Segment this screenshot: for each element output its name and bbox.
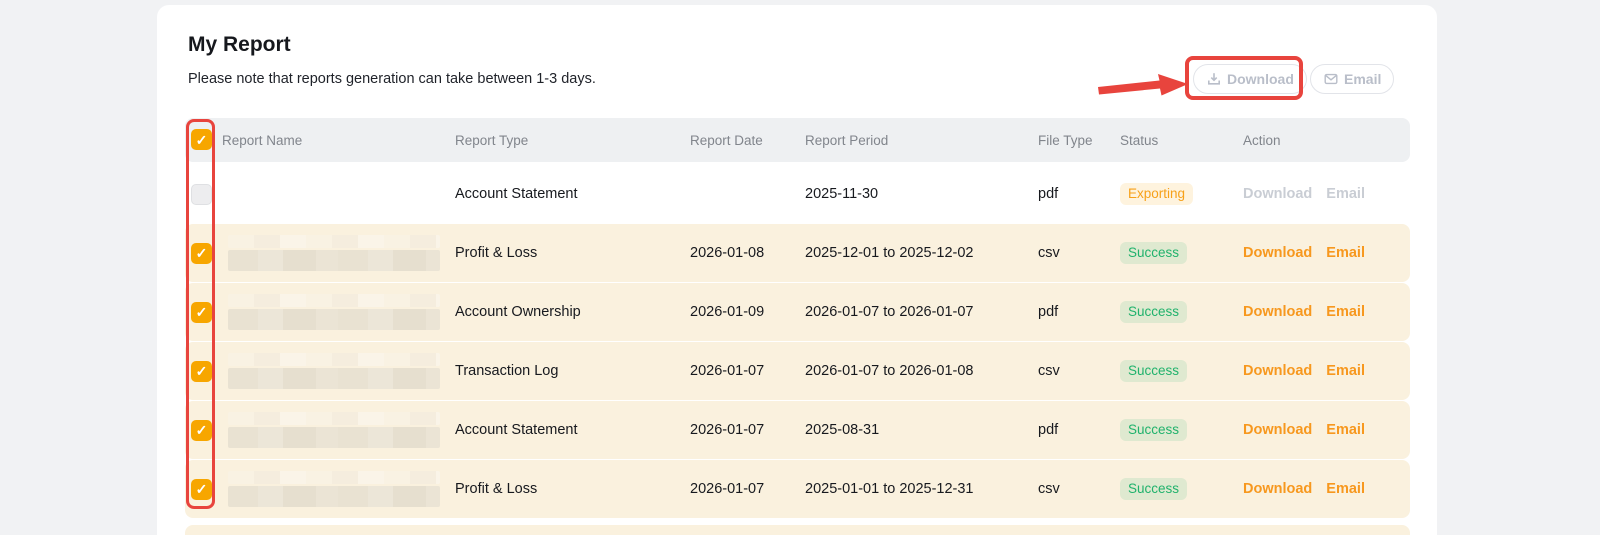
report-period-cell: 2026-01-07 to 2026-01-08	[805, 363, 974, 379]
email-link[interactable]: Email	[1326, 304, 1365, 320]
status-badge: Success	[1120, 300, 1188, 324]
page-title: My Report	[188, 33, 291, 56]
file-type-cell: pdf	[1038, 186, 1059, 202]
table-row: Account Statement 2025-11-30 pdf Exporti…	[185, 165, 1410, 223]
report-date-cell: 2026-01-08	[690, 245, 765, 261]
table-row: Account Statement 2026-01-07 2025-08-31 …	[185, 401, 1410, 459]
download-link[interactable]: Download	[1243, 363, 1313, 379]
download-link[interactable]: Download	[1243, 422, 1313, 438]
status-badge: Exporting	[1120, 182, 1194, 206]
report-period-cell: 2025-01-01 to 2025-12-31	[805, 481, 974, 497]
status-badge: Success	[1120, 359, 1188, 383]
row-checkbox[interactable]	[191, 360, 212, 382]
table-row: Account Ownership 2026-01-09 2026-01-07 …	[185, 283, 1410, 341]
col-header-report-type: Report Type	[455, 132, 529, 148]
table-row: Profit & Loss 2026-01-08 2025-12-01 to 2…	[185, 224, 1410, 282]
report-name-redacted	[228, 165, 440, 223]
report-type-cell: Account Ownership	[455, 304, 581, 320]
report-name-redacted	[228, 224, 440, 282]
row-checkbox[interactable]	[191, 242, 212, 264]
col-header-status: Status	[1120, 132, 1159, 148]
download-link[interactable]: Download	[1243, 304, 1313, 320]
select-all-checkbox[interactable]	[191, 129, 212, 150]
report-name-redacted	[228, 401, 440, 459]
download-button-label: Download	[1227, 71, 1294, 87]
col-header-report-date: Report Date	[690, 132, 763, 148]
row-checkbox[interactable]	[191, 478, 212, 500]
report-date-cell: 2026-01-07	[690, 422, 765, 438]
table-row: Transaction Log 2026-01-07 2026-01-07 to…	[185, 342, 1410, 400]
report-period-cell: 2025-12-01 to 2025-12-02	[805, 245, 974, 261]
download-link[interactable]: Download	[1243, 245, 1313, 261]
row-checkbox[interactable]	[191, 301, 212, 323]
report-type-cell: Transaction Log	[455, 363, 559, 379]
report-name-redacted	[228, 460, 440, 518]
my-report-panel: My Report Please note that reports gener…	[157, 5, 1437, 535]
table-row: Profit & Loss 2026-01-07 2025-01-01 to 2…	[185, 460, 1410, 518]
status-badge: Success	[1120, 418, 1188, 442]
status-badge: Success	[1120, 241, 1188, 265]
file-type-cell: pdf	[1038, 422, 1059, 438]
download-link[interactable]: Download	[1243, 481, 1313, 497]
page-subtitle: Please note that reports generation can …	[188, 71, 596, 87]
file-type-cell: csv	[1038, 363, 1060, 379]
report-type-cell: Account Statement	[455, 422, 578, 438]
report-period-cell: 2026-01-07 to 2026-01-07	[805, 304, 974, 320]
report-date-cell: 2026-01-07	[690, 363, 765, 379]
row-checkbox[interactable]	[191, 419, 212, 441]
file-type-cell: csv	[1038, 481, 1060, 497]
email-link[interactable]: Email	[1326, 186, 1365, 202]
col-header-report-name: Report Name	[222, 132, 303, 148]
report-name-redacted	[228, 342, 440, 400]
download-icon	[1206, 71, 1222, 87]
table-header-row: Report Name Report Type Report Date Repo…	[185, 118, 1410, 162]
report-type-cell: Profit & Loss	[455, 245, 538, 261]
col-header-file-type: File Type	[1038, 132, 1093, 148]
email-link[interactable]: Email	[1326, 481, 1365, 497]
download-button[interactable]: Download	[1193, 64, 1307, 94]
download-link[interactable]: Download	[1243, 186, 1313, 202]
email-icon	[1323, 71, 1339, 87]
email-button[interactable]: Email	[1310, 64, 1395, 94]
row-checkbox[interactable]	[191, 183, 212, 205]
report-period-cell: 2025-11-30	[805, 186, 879, 202]
report-type-cell: Account Statement	[455, 186, 578, 202]
partial-next-row	[185, 525, 1410, 535]
email-link[interactable]: Email	[1326, 245, 1365, 261]
report-name-redacted	[228, 283, 440, 341]
col-header-report-period: Report Period	[805, 132, 889, 148]
file-type-cell: csv	[1038, 245, 1060, 261]
report-type-cell: Profit & Loss	[455, 481, 538, 497]
reports-table: Report Name Report Type Report Date Repo…	[185, 118, 1410, 535]
email-button-label: Email	[1344, 71, 1382, 87]
email-link[interactable]: Email	[1326, 363, 1365, 379]
report-date-cell: 2026-01-07	[690, 481, 765, 497]
report-date-cell: 2026-01-09	[690, 304, 765, 320]
report-period-cell: 2025-08-31	[805, 422, 880, 438]
email-link[interactable]: Email	[1326, 422, 1365, 438]
status-badge: Success	[1120, 477, 1188, 501]
file-type-cell: pdf	[1038, 304, 1059, 320]
col-header-action: Action	[1243, 132, 1281, 148]
